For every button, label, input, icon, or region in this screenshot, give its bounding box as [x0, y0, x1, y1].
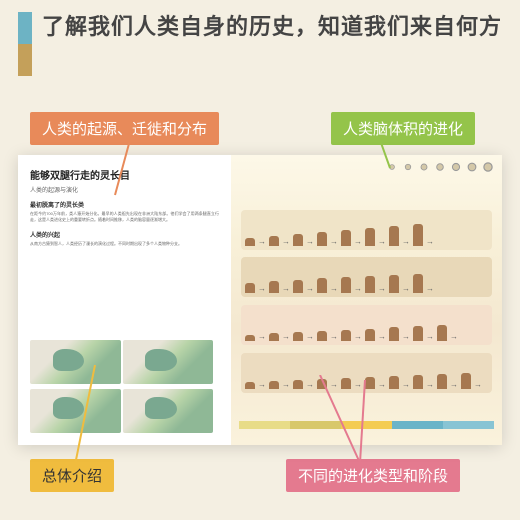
- skull-icon: [452, 163, 460, 171]
- hominid-figure: [461, 373, 471, 389]
- hominid-figure: [413, 326, 423, 341]
- hominid-figure: [365, 329, 375, 341]
- hominid-figure: [317, 379, 327, 389]
- callout-brain: 人类脑体积的进化: [331, 112, 475, 145]
- map-4: [123, 389, 214, 433]
- hominid-figure: [341, 277, 351, 293]
- book-right-page: →→→→→→→→→→→→→→→→→→→→→→→→→→→→→→→→→→→: [231, 155, 502, 445]
- evolution-row: →→→→→→→→→: [241, 305, 492, 345]
- hominid-figure: [293, 380, 303, 389]
- evolution-row: →→→→→→→→: [241, 257, 492, 297]
- timeline-segment: [341, 421, 392, 429]
- hominid-figure: [293, 332, 303, 341]
- skull-icon: [483, 162, 492, 171]
- skull-icon: [468, 163, 477, 172]
- callout-stages: 不同的进化类型和阶段: [286, 459, 460, 492]
- callout-origin: 人类的起源、迁徙和分布: [30, 112, 219, 145]
- timeline-bar: [239, 421, 494, 433]
- header: 了解我们人类自身的历史，知道我们来自何方: [0, 0, 520, 84]
- book-left-page: 能够双腿行走的灵长目 人类的起源与演化 最初脱离了的灵长类在距今约700万年前，…: [18, 155, 231, 445]
- hominid-figure: [317, 331, 327, 341]
- hominid-figure: [245, 335, 255, 341]
- hominid-figure: [293, 280, 303, 293]
- text-section: 人类的兴起从南方古猿到智人，人类经历了漫长的演化过程。不同时期出现了多个人类物种…: [30, 230, 219, 247]
- book-main-title: 能够双腿行走的灵长目: [30, 167, 219, 182]
- hominid-figure: [437, 374, 447, 389]
- hominid-figure: [389, 376, 399, 389]
- hominid-figure: [269, 381, 279, 389]
- timeline-segment: [392, 421, 443, 429]
- timeline-segment: [239, 421, 290, 429]
- hominid-figure: [389, 327, 399, 341]
- hominid-figure: [245, 283, 255, 293]
- hominid-figure: [341, 230, 351, 246]
- page-title: 了解我们人类自身的历史，知道我们来自何方: [42, 12, 502, 43]
- world-maps: [30, 340, 219, 435]
- book-spread: 能够双腿行走的灵长目 人类的起源与演化 最初脱离了的灵长类在距今约700万年前，…: [18, 155, 502, 445]
- evolution-row: →→→→→→→→: [241, 210, 492, 250]
- hominid-figure: [317, 278, 327, 293]
- hominid-figure: [413, 224, 423, 246]
- hominid-figure: [437, 325, 447, 341]
- callout-overview: 总体介绍: [30, 459, 114, 492]
- hominid-figure: [365, 377, 375, 389]
- hominid-figure: [293, 234, 303, 246]
- evolution-row: →→→→→→→→→→: [241, 353, 492, 393]
- timeline-segment: [290, 421, 341, 429]
- hominid-figure: [413, 274, 423, 293]
- hominid-figure: [245, 382, 255, 389]
- hominid-figure: [413, 375, 423, 389]
- hominid-figure: [317, 232, 327, 246]
- hominid-figure: [269, 281, 279, 293]
- hominid-figure: [341, 330, 351, 341]
- timeline-segment: [443, 421, 494, 429]
- book-subtitle: 人类的起源与演化: [30, 185, 219, 194]
- map-1: [30, 340, 121, 384]
- skull-row: [241, 163, 492, 171]
- skull-icon: [389, 164, 395, 170]
- color-accent-bar: [18, 12, 32, 76]
- hominid-figure: [389, 226, 399, 246]
- map-3: [30, 389, 121, 433]
- hominid-figure: [269, 333, 279, 341]
- hominid-figure: [245, 238, 255, 246]
- hominid-figure: [269, 236, 279, 246]
- map-2: [123, 340, 214, 384]
- hominid-figure: [341, 378, 351, 389]
- hominid-figure: [365, 276, 375, 293]
- hominid-figure: [365, 228, 375, 246]
- skull-icon: [436, 163, 444, 171]
- skull-icon: [421, 164, 428, 171]
- text-section: 最初脱离了的灵长类在距今约700万年前，类人猿开始分化。最早的人类祖先出现在非洲…: [30, 200, 219, 222]
- skull-icon: [405, 164, 411, 170]
- hominid-figure: [389, 275, 399, 293]
